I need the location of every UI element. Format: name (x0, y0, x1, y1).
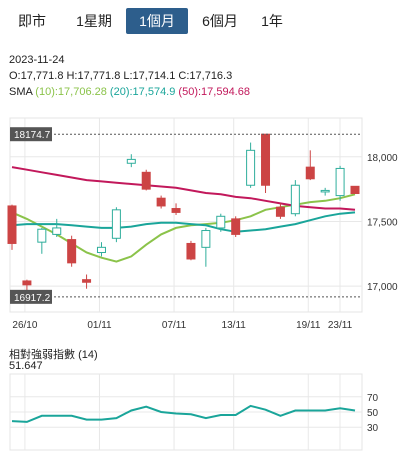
rsi-y-tick-label: 70 (367, 393, 379, 404)
candle-body (246, 149, 256, 186)
lo-marker-tag (10, 289, 52, 304)
chart-axes: 17,000 17,500 18,000 26/10 01/11 07/11 13/11 19… (12, 153, 398, 331)
rsi-line (11, 404, 356, 423)
candle-up (126, 154, 136, 168)
tab-1-month[interactable]: 1個月 (126, 8, 188, 34)
candle-body (305, 166, 315, 180)
candles (7, 133, 360, 297)
candle-down (275, 203, 285, 219)
x-tick-label: 01/11 (87, 320, 112, 331)
candle-down (350, 185, 360, 194)
chart-grid (9, 117, 363, 313)
candle-body (141, 171, 151, 190)
y-tick-label: 17,500 (367, 217, 398, 228)
quote-date: 2023-11-24 (9, 54, 65, 66)
candle-body (67, 239, 77, 264)
candle-body (156, 197, 166, 207)
tab-1-year[interactable]: 1年 (261, 13, 283, 29)
rsi-y-tick-label: 50 (367, 408, 379, 419)
candle-up (320, 187, 330, 196)
rsi-chart: 30 50 70 (9, 373, 379, 451)
candle-body (261, 133, 271, 186)
y-tick-label: 17,000 (367, 282, 398, 293)
sma20-line (11, 211, 356, 233)
x-tick-label: 13/11 (222, 320, 247, 331)
candle-down (67, 235, 77, 267)
candle-up (216, 213, 226, 232)
candle-body (7, 205, 17, 244)
tab-intraday[interactable]: 即市 (18, 13, 46, 29)
tab-1-week[interactable]: 1星期 (76, 13, 112, 29)
candle-body (186, 242, 196, 260)
candle-body (22, 280, 32, 286)
candle-down (305, 150, 315, 181)
candle-body (96, 246, 106, 254)
sma10-value: (10):17,706.28 (35, 86, 107, 98)
hi-lo-markers: 18174.7 16917.2 (10, 127, 362, 304)
period-tabs: 即市 1星期 1個月 6個月 1年 (0, 0, 414, 42)
candle-body (216, 215, 226, 229)
candle-down (171, 203, 181, 215)
x-tick-label: 23/11 (328, 320, 353, 331)
candle-down (261, 133, 271, 194)
x-tick-label: 19/11 (296, 320, 321, 331)
candle-body (201, 230, 211, 248)
candle-body (275, 206, 285, 217)
rsi-current-value: 51.647 (9, 360, 43, 372)
candle-up (335, 165, 345, 201)
candle-body (290, 184, 300, 215)
rsi-param: (14) (78, 349, 98, 361)
candle-up (52, 218, 62, 237)
y-tick-label: 18,000 (367, 153, 398, 164)
candle-down (141, 169, 151, 191)
sma20-value: (20):17,574.9 (109, 86, 176, 98)
candle-up (37, 227, 47, 254)
hi-marker-label: 18174.7 (14, 130, 51, 141)
x-tick-label: 07/11 (162, 320, 187, 331)
sma-readout: SMA (10):17,706.28 (20):17,574.9 (50):17… (9, 85, 250, 99)
candle-up (290, 180, 300, 217)
candle-body (37, 228, 47, 243)
rsi-y-tick-label: 30 (367, 423, 379, 434)
rsi-name: 相對強弱指數 (9, 349, 75, 361)
candle-body (320, 189, 330, 193)
candle-down (7, 204, 17, 250)
candle-body (231, 218, 241, 235)
candle-body (82, 279, 92, 283)
candle-body (126, 158, 136, 164)
ohlc-readout: O:17,771.8 H:17,771.8 L:17,714.1 C:17,71… (9, 70, 233, 82)
candle-down (186, 240, 196, 261)
candle-body (171, 208, 181, 213)
candle-up (246, 142, 256, 188)
candle-up (96, 242, 106, 257)
tab-6-months[interactable]: 6個月 (202, 13, 238, 29)
candle-down (231, 216, 241, 237)
hi-marker-tag (10, 127, 52, 142)
candle-body (52, 227, 62, 235)
chart-frame (9, 117, 363, 313)
sma10-line (11, 193, 356, 263)
candle-body (350, 185, 360, 194)
sma50-value: (50):17,594.68 (178, 86, 250, 98)
rsi-title: 相對強弱指數 (14) (9, 346, 98, 362)
candle-body (111, 209, 121, 239)
candle-down (156, 195, 166, 209)
lo-marker-label: 16917.2 (14, 293, 51, 304)
candle-up (201, 227, 211, 267)
sma-label: SMA (9, 86, 33, 98)
candle-up (111, 207, 121, 243)
candle-body (335, 167, 345, 197)
x-tick-label: 26/10 (12, 320, 37, 331)
sma-lines (11, 166, 356, 263)
candle-down (82, 274, 92, 289)
